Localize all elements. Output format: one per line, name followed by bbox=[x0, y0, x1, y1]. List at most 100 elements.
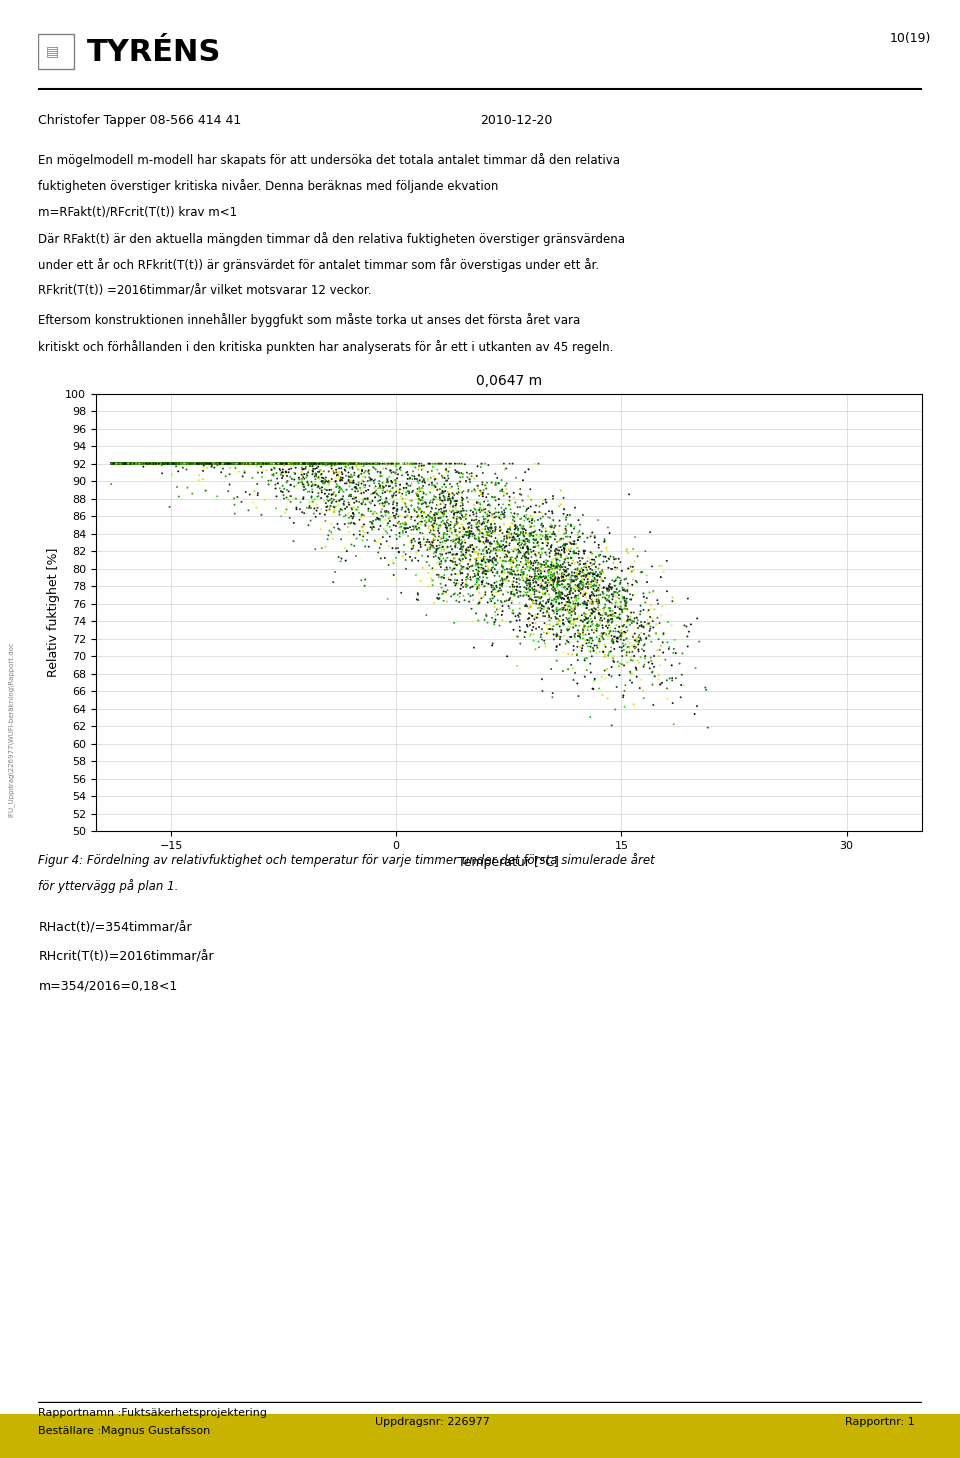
Point bbox=[149, 452, 164, 475]
Point bbox=[579, 631, 594, 655]
Point bbox=[596, 582, 612, 605]
Point bbox=[577, 608, 592, 631]
Point bbox=[595, 586, 611, 609]
Point bbox=[600, 516, 615, 539]
Point bbox=[159, 452, 175, 475]
Point bbox=[104, 452, 119, 475]
Point bbox=[484, 576, 499, 599]
Point bbox=[159, 452, 175, 475]
Point bbox=[151, 452, 166, 475]
Point bbox=[513, 585, 528, 608]
Point bbox=[104, 452, 119, 475]
Point bbox=[104, 452, 119, 475]
Point bbox=[104, 452, 119, 475]
Point bbox=[104, 452, 119, 475]
Point bbox=[509, 548, 524, 572]
Point bbox=[487, 506, 502, 529]
Point bbox=[169, 452, 184, 475]
Point bbox=[151, 452, 166, 475]
Point bbox=[270, 452, 285, 475]
Point bbox=[104, 452, 119, 475]
Point bbox=[121, 452, 136, 475]
Point bbox=[471, 555, 487, 579]
Point bbox=[104, 452, 119, 475]
Point bbox=[324, 452, 340, 475]
Point bbox=[104, 452, 119, 475]
Point bbox=[572, 577, 588, 601]
Point bbox=[104, 452, 119, 475]
Point bbox=[120, 452, 135, 475]
Point bbox=[126, 452, 141, 475]
Point bbox=[203, 452, 218, 475]
Point bbox=[551, 544, 566, 567]
Point bbox=[172, 452, 187, 475]
Point bbox=[535, 582, 550, 605]
Point bbox=[104, 452, 119, 475]
Point bbox=[274, 461, 289, 484]
Point bbox=[445, 494, 461, 518]
Point bbox=[104, 452, 119, 475]
Point bbox=[104, 452, 119, 475]
Point bbox=[606, 647, 621, 671]
Point bbox=[145, 452, 160, 475]
Point bbox=[104, 452, 119, 475]
Point bbox=[104, 452, 119, 475]
Point bbox=[516, 522, 531, 545]
Point bbox=[193, 452, 208, 475]
Point bbox=[149, 452, 164, 475]
Point bbox=[418, 515, 433, 538]
Point bbox=[117, 452, 132, 475]
Point bbox=[684, 612, 699, 636]
Point bbox=[561, 590, 576, 614]
Point bbox=[601, 555, 616, 579]
Point bbox=[104, 452, 119, 475]
Point bbox=[645, 580, 660, 604]
Point bbox=[460, 465, 475, 488]
Point bbox=[198, 452, 213, 475]
Point bbox=[394, 499, 409, 522]
Point bbox=[547, 557, 563, 580]
Point bbox=[388, 462, 403, 486]
Point bbox=[535, 668, 550, 691]
Point bbox=[191, 452, 206, 475]
Point bbox=[396, 534, 412, 557]
Point bbox=[173, 452, 188, 475]
Point bbox=[124, 452, 139, 475]
Point bbox=[104, 452, 119, 475]
Point bbox=[107, 452, 122, 475]
Point bbox=[278, 459, 294, 483]
Point bbox=[398, 472, 414, 496]
Point bbox=[104, 452, 119, 475]
Point bbox=[366, 456, 381, 480]
Point bbox=[104, 452, 119, 475]
Point bbox=[205, 452, 221, 475]
Point bbox=[384, 461, 399, 484]
Point bbox=[565, 570, 581, 593]
Point bbox=[104, 452, 119, 475]
Point bbox=[506, 539, 521, 563]
Point bbox=[348, 526, 364, 550]
Point bbox=[199, 452, 214, 475]
Point bbox=[583, 590, 598, 614]
Point bbox=[104, 452, 119, 475]
Point bbox=[304, 462, 320, 486]
Point bbox=[335, 452, 350, 475]
Point bbox=[147, 452, 162, 475]
Point bbox=[287, 452, 302, 475]
Point bbox=[168, 452, 183, 475]
Point bbox=[365, 452, 380, 475]
Point bbox=[161, 452, 177, 475]
Point bbox=[134, 452, 150, 475]
Point bbox=[225, 452, 240, 475]
Point bbox=[564, 625, 579, 649]
Point bbox=[551, 582, 566, 605]
Point bbox=[152, 452, 167, 475]
Point bbox=[612, 586, 627, 609]
Point bbox=[294, 452, 309, 475]
Point bbox=[642, 620, 658, 643]
Point bbox=[104, 452, 119, 475]
Point bbox=[424, 513, 440, 537]
Point bbox=[416, 528, 431, 551]
Point bbox=[187, 452, 203, 475]
Point bbox=[425, 452, 441, 475]
